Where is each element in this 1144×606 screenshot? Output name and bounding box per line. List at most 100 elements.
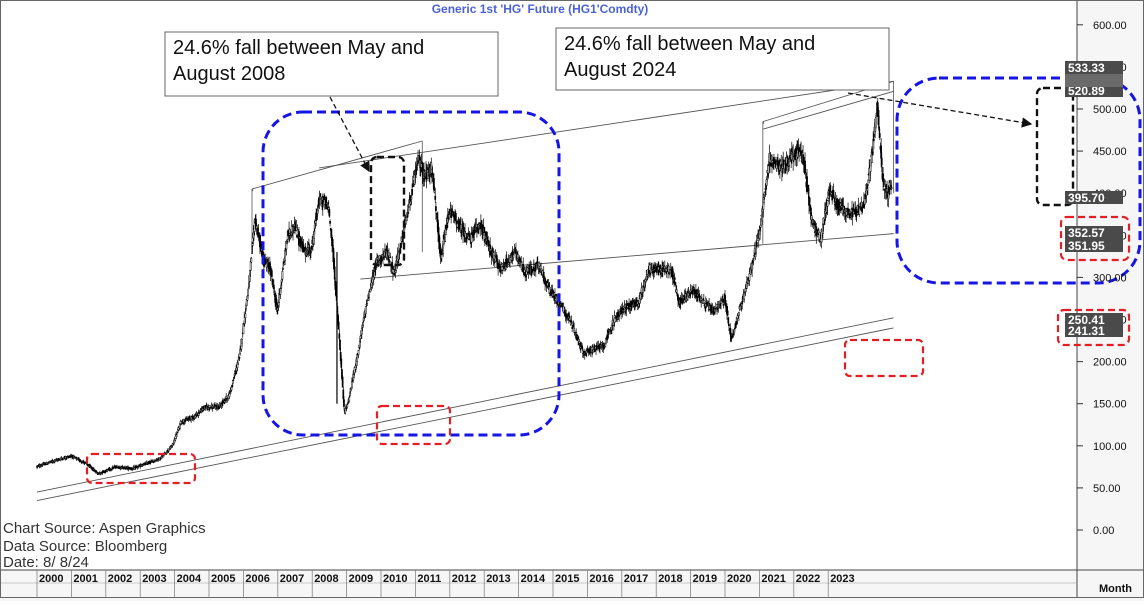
candle-body: [203, 408, 206, 410]
candle-body: [281, 270, 284, 280]
candle-body: [642, 286, 644, 293]
candle-body: [272, 284, 275, 289]
trendline-support-lower-1: [36, 327, 894, 501]
candle-body: [656, 271, 658, 274]
black-box-2008-fall: [369, 155, 406, 267]
candle-body: [672, 274, 675, 278]
candle-body: [435, 206, 437, 211]
candle-body: [807, 184, 810, 191]
candle-body: [872, 138, 875, 142]
candle-body: [337, 321, 340, 330]
x-tick-label: 2011: [417, 573, 441, 585]
x-tick-label: 2008: [314, 573, 338, 585]
candle-body: [753, 255, 755, 257]
candle-body: [333, 266, 336, 280]
price-label-bg: [1065, 239, 1123, 252]
x-tick-label: 2004: [177, 573, 202, 585]
candle-body: [489, 248, 492, 252]
candle-body: [855, 213, 858, 217]
x-axis-panel: [0, 570, 1077, 601]
candle-body: [826, 200, 829, 207]
candle-body: [728, 324, 730, 327]
x-tick-label: 2014: [521, 573, 546, 585]
x-tick-label: 2003: [142, 573, 166, 585]
price-label: 250.41: [1068, 313, 1105, 327]
candle-body: [331, 239, 334, 247]
candle-body: [349, 392, 351, 397]
candle-body: [362, 322, 364, 327]
candle-body: [219, 405, 222, 408]
candle-body: [238, 357, 241, 359]
candle-body: [534, 264, 537, 271]
red-box-2020-low: [843, 338, 925, 378]
candle-body: [366, 299, 369, 302]
y-tick-label: 450.00: [1093, 146, 1127, 158]
candle-body: [705, 302, 708, 305]
candle-body: [507, 263, 509, 266]
candle-body: [522, 264, 525, 271]
candle-body: [366, 303, 368, 306]
candle-body: [800, 150, 802, 154]
candle-body: [231, 380, 234, 384]
candle-body: [769, 161, 771, 166]
candle-body: [167, 449, 170, 452]
y-tick-label: 50.00: [1093, 483, 1121, 495]
candle-body: [732, 333, 734, 338]
candle-body: [207, 406, 210, 408]
note-2024-line: 24.6% fall between May and: [564, 33, 815, 55]
candle-body: [345, 406, 347, 408]
x-tick-label: 2005: [211, 573, 235, 585]
candle-body: [104, 470, 107, 473]
x-tick-label: 2023: [830, 573, 854, 585]
candle-body: [734, 327, 736, 330]
trendline-resistance-2008: [319, 80, 894, 169]
x-tick-label: 2006: [245, 573, 269, 585]
candle-body: [715, 304, 718, 308]
candle-body: [242, 323, 245, 335]
y-tick-label: 200.00: [1093, 357, 1127, 369]
blue-region-2020-2024: [895, 76, 1142, 285]
candle-body: [727, 317, 730, 324]
x-tick-label: 2012: [452, 573, 476, 585]
candle-body: [433, 178, 435, 191]
candle-body: [874, 117, 877, 129]
candle-body: [213, 406, 216, 408]
candle-body: [233, 377, 235, 379]
candle-body: [175, 434, 178, 437]
candle-body: [184, 420, 187, 422]
candle-body: [442, 238, 445, 245]
candle-body: [788, 165, 791, 167]
x-axis-period-label: Month: [1099, 583, 1132, 595]
candle-body: [284, 250, 286, 262]
x-axis: 2000 2001 2002 2003 2004 2005 2006 2007 2008 2009…: [36, 570, 855, 598]
annotation-notes: 24.6% fall between May and August 2008 24.…: [164, 27, 890, 97]
x-tick-label: 2013: [486, 573, 510, 585]
candle-body: [431, 172, 434, 176]
candle-body: [393, 272, 396, 276]
trendline-support-lower-2: [36, 317, 894, 493]
candle-body: [216, 408, 218, 410]
candle-body: [808, 197, 811, 203]
candle-body: [95, 471, 98, 473]
candle-body: [568, 316, 571, 318]
note-2008-line: August 2008: [173, 63, 285, 85]
x-tick-label: 2017: [624, 573, 648, 585]
candle-body: [250, 258, 253, 263]
candle-body: [752, 259, 755, 261]
note-2024-box: [555, 27, 890, 91]
y-tick-label: 100.00: [1093, 441, 1127, 453]
x-tick-label: 2016: [589, 573, 613, 585]
candle-body: [145, 461, 148, 464]
candle-body: [755, 241, 758, 248]
candle-body: [348, 397, 351, 402]
y-tick-label: 150.00: [1093, 399, 1127, 411]
candle-body: [833, 196, 836, 198]
arrow-2024-note: [847, 92, 1033, 128]
candle-body: [133, 467, 136, 470]
candle-body: [310, 245, 313, 250]
price-label: 520.89: [1068, 84, 1105, 98]
candle-body: [295, 227, 298, 231]
candle-body: [622, 311, 625, 313]
